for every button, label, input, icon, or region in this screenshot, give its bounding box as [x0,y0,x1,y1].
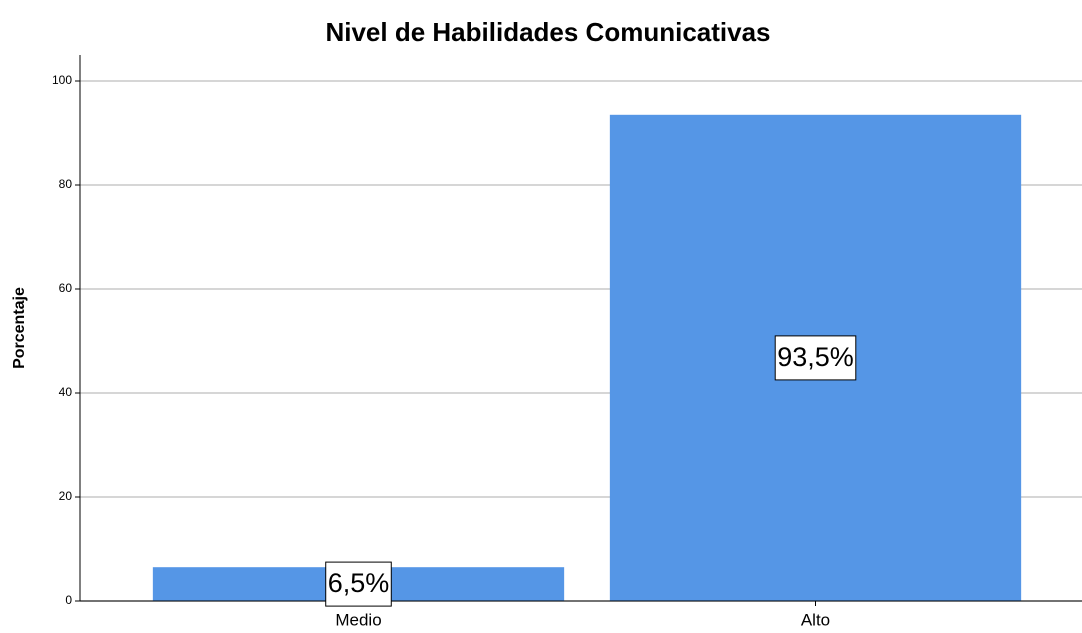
y-tick-label: 20 [59,489,73,503]
y-tick-label: 40 [59,385,73,399]
x-tick-label: Medio [335,610,381,629]
value-label: 6,5% [328,568,390,598]
y-tick-label: 60 [59,281,73,295]
value-label-box [325,561,392,607]
y-axis-label: Porcentaje [11,287,28,369]
y-tick-label: 80 [59,177,73,191]
y-tick-label: 0 [65,593,72,607]
value-label-box [774,335,857,381]
value-label: 93,5% [777,342,854,372]
x-tick-label: Alto [801,610,830,629]
chart-title: Nivel de Habilidades Comunicativas [325,17,770,47]
y-tick-label: 100 [52,73,72,87]
